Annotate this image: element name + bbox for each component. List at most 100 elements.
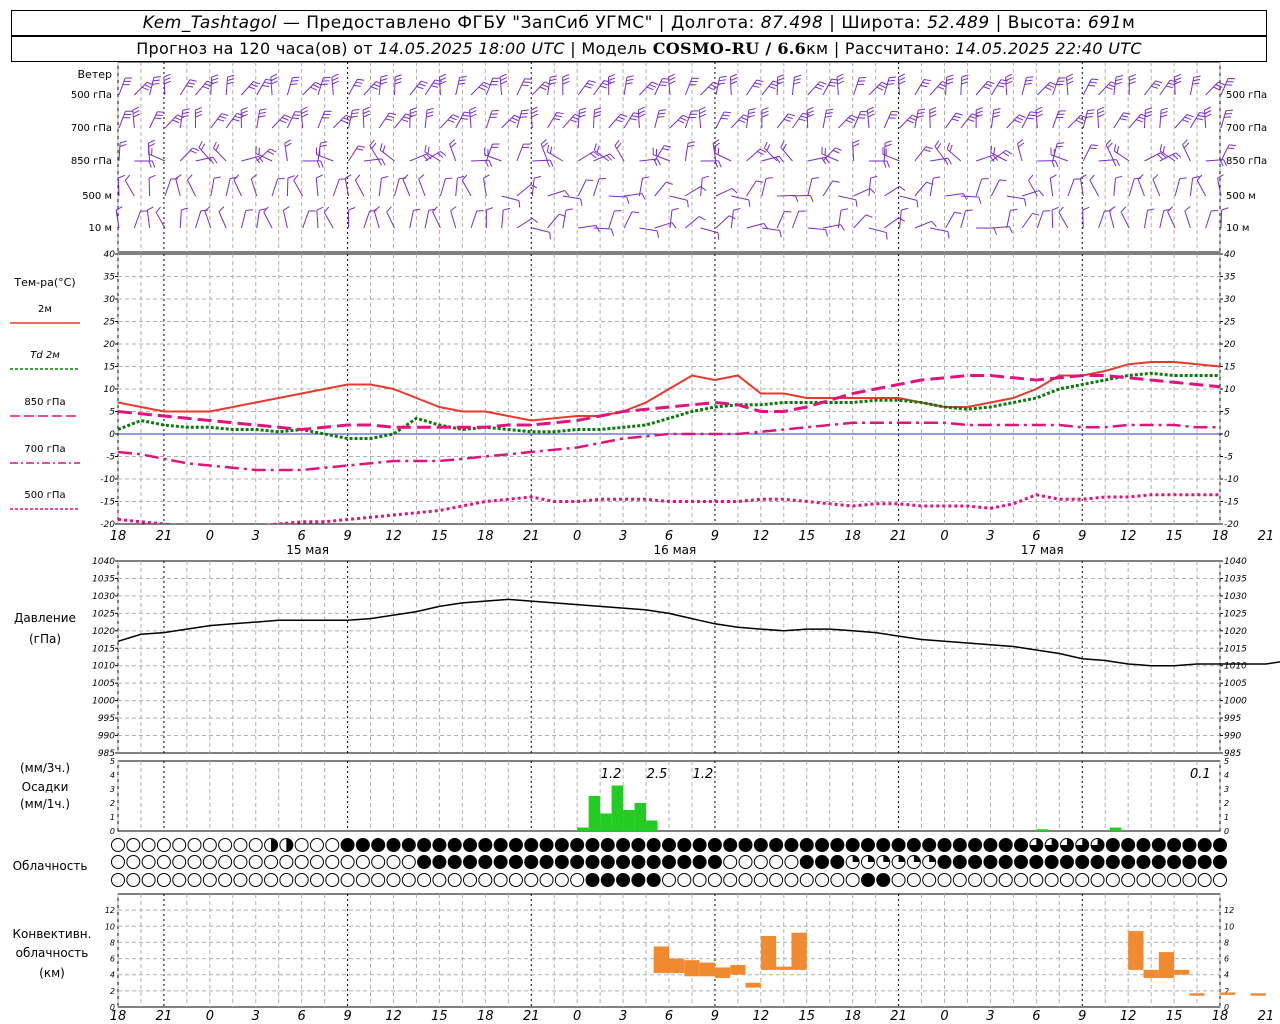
wind-barb-feather <box>486 207 494 211</box>
wind-barb <box>868 227 887 234</box>
wind-barb <box>714 152 732 162</box>
wind-barb-feather <box>1057 142 1065 145</box>
hour-tick-label-bottom: 9 <box>1078 1009 1086 1024</box>
model-unit: км <box>806 39 829 58</box>
wind-barb-feather <box>248 86 256 90</box>
wind-barb <box>1079 178 1084 197</box>
wind-barb-feather <box>845 119 853 124</box>
precip-bar <box>623 810 635 831</box>
wind-barb-feather <box>1105 86 1113 91</box>
wind-barb <box>914 220 932 229</box>
wind-barb-feather <box>292 76 300 79</box>
wind-barb-feather <box>754 82 762 86</box>
wind-barb <box>501 210 504 229</box>
wind-barb-feather <box>1184 206 1191 212</box>
wind-barb <box>1205 210 1212 229</box>
wind-barb-feather <box>929 110 937 114</box>
wind-barb-feather <box>579 107 587 111</box>
wind-barb-feather <box>263 81 271 85</box>
wind-barb-feather <box>633 112 641 115</box>
wind-barb-feather <box>119 140 127 144</box>
wind-barb <box>316 210 319 229</box>
hour-tick-label: 18 <box>110 529 127 544</box>
temp-series-4 <box>118 493 1220 524</box>
conv-ytick-left: 4 <box>110 971 115 980</box>
wind-barb-feather <box>353 84 361 87</box>
wind-barb-feather <box>832 180 840 183</box>
wind-barb-feather <box>733 207 741 211</box>
wind-barb <box>1189 77 1195 96</box>
wind-barb-feather <box>708 86 715 91</box>
wind-barb-feather <box>519 116 527 118</box>
wind-barb-feather <box>1054 160 1059 168</box>
wind-barb-feather <box>236 113 244 116</box>
wind-barb-feather <box>1066 77 1074 82</box>
cloud-fill <box>867 855 875 862</box>
cloud-circle <box>248 855 263 869</box>
wind-barb <box>684 110 692 129</box>
wind-barb-feather <box>542 142 549 148</box>
forecast-time: 14.05.2025 18:00 UTC <box>378 39 565 58</box>
hour-tick-label: 15 <box>798 529 815 544</box>
wind-barb-feather <box>357 78 365 81</box>
wind-barb <box>791 77 795 96</box>
wind-barb-feather <box>1047 84 1055 89</box>
cloud-fill <box>271 838 278 852</box>
cloud-circle <box>1044 855 1059 869</box>
wind-barb-feather <box>562 77 570 81</box>
wind-barb-feather <box>601 82 609 86</box>
wind-barb <box>179 210 182 229</box>
wind-barb-feather <box>1219 159 1224 167</box>
wind-barb-feather <box>186 85 194 88</box>
wind-barb-feather <box>115 206 123 211</box>
wind-barb <box>945 77 948 96</box>
wind-barb <box>240 210 247 229</box>
wind-barb <box>1049 178 1054 197</box>
cloud-circle <box>876 873 891 887</box>
day-label-1: 16 мая <box>654 543 697 557</box>
wind-barb-feather <box>182 108 190 111</box>
wind-barb <box>715 187 733 197</box>
cloud-circle <box>218 838 233 852</box>
wind-barb-feather <box>270 73 278 78</box>
wind-barb-feather <box>840 208 848 211</box>
cloud-circle <box>769 873 784 887</box>
wind-barb-feather <box>118 174 126 179</box>
wind-barb-feather <box>1192 79 1201 82</box>
wind-barb <box>990 179 1000 197</box>
wind-barb <box>883 111 892 129</box>
wind-barb-feather <box>993 227 998 235</box>
wind-barb <box>1006 195 1025 200</box>
wind-barb-feather <box>929 106 937 111</box>
temp-ytick-right: -15 <box>1224 498 1239 508</box>
wind-barb-feather <box>1182 139 1188 146</box>
wind-barb <box>624 193 642 197</box>
wind-barb-feather <box>1115 175 1123 179</box>
wind-barb <box>1082 144 1092 162</box>
hour-tick-label-bottom: 6 <box>298 1009 306 1024</box>
wind-barb-feather <box>284 114 292 119</box>
wind-barb-feather <box>631 211 640 213</box>
hour-tick-label-bottom: 9 <box>711 1009 719 1024</box>
temp-ytick-right: 20 <box>1224 340 1236 350</box>
wind-barb-feather <box>141 86 149 91</box>
wind-barb-feather <box>800 115 808 119</box>
wind-barb <box>764 147 778 162</box>
title-bar: Kem_Tashtagol — Предоставлено ФГБУ "ЗапС… <box>11 10 1267 36</box>
wind-barb-feather <box>459 75 467 78</box>
wind-barb-feather <box>1172 154 1179 160</box>
wind-barb <box>323 212 334 229</box>
wind-level-label-0: 500 гПа <box>71 90 112 101</box>
wind-barb <box>516 78 526 96</box>
wind-barb-feather <box>593 143 597 151</box>
wind-barb-feather <box>153 76 161 79</box>
wind-barb <box>117 177 120 197</box>
cloud-circle <box>386 855 401 869</box>
wind-barb <box>807 227 826 231</box>
wind-barb-feather <box>989 155 995 163</box>
wind-barb-feather <box>819 81 827 85</box>
cloud-circle <box>952 855 967 869</box>
wind-barb-feather <box>217 118 225 122</box>
wind-barb-feather <box>1115 74 1123 78</box>
wind-barb-feather <box>413 208 421 211</box>
